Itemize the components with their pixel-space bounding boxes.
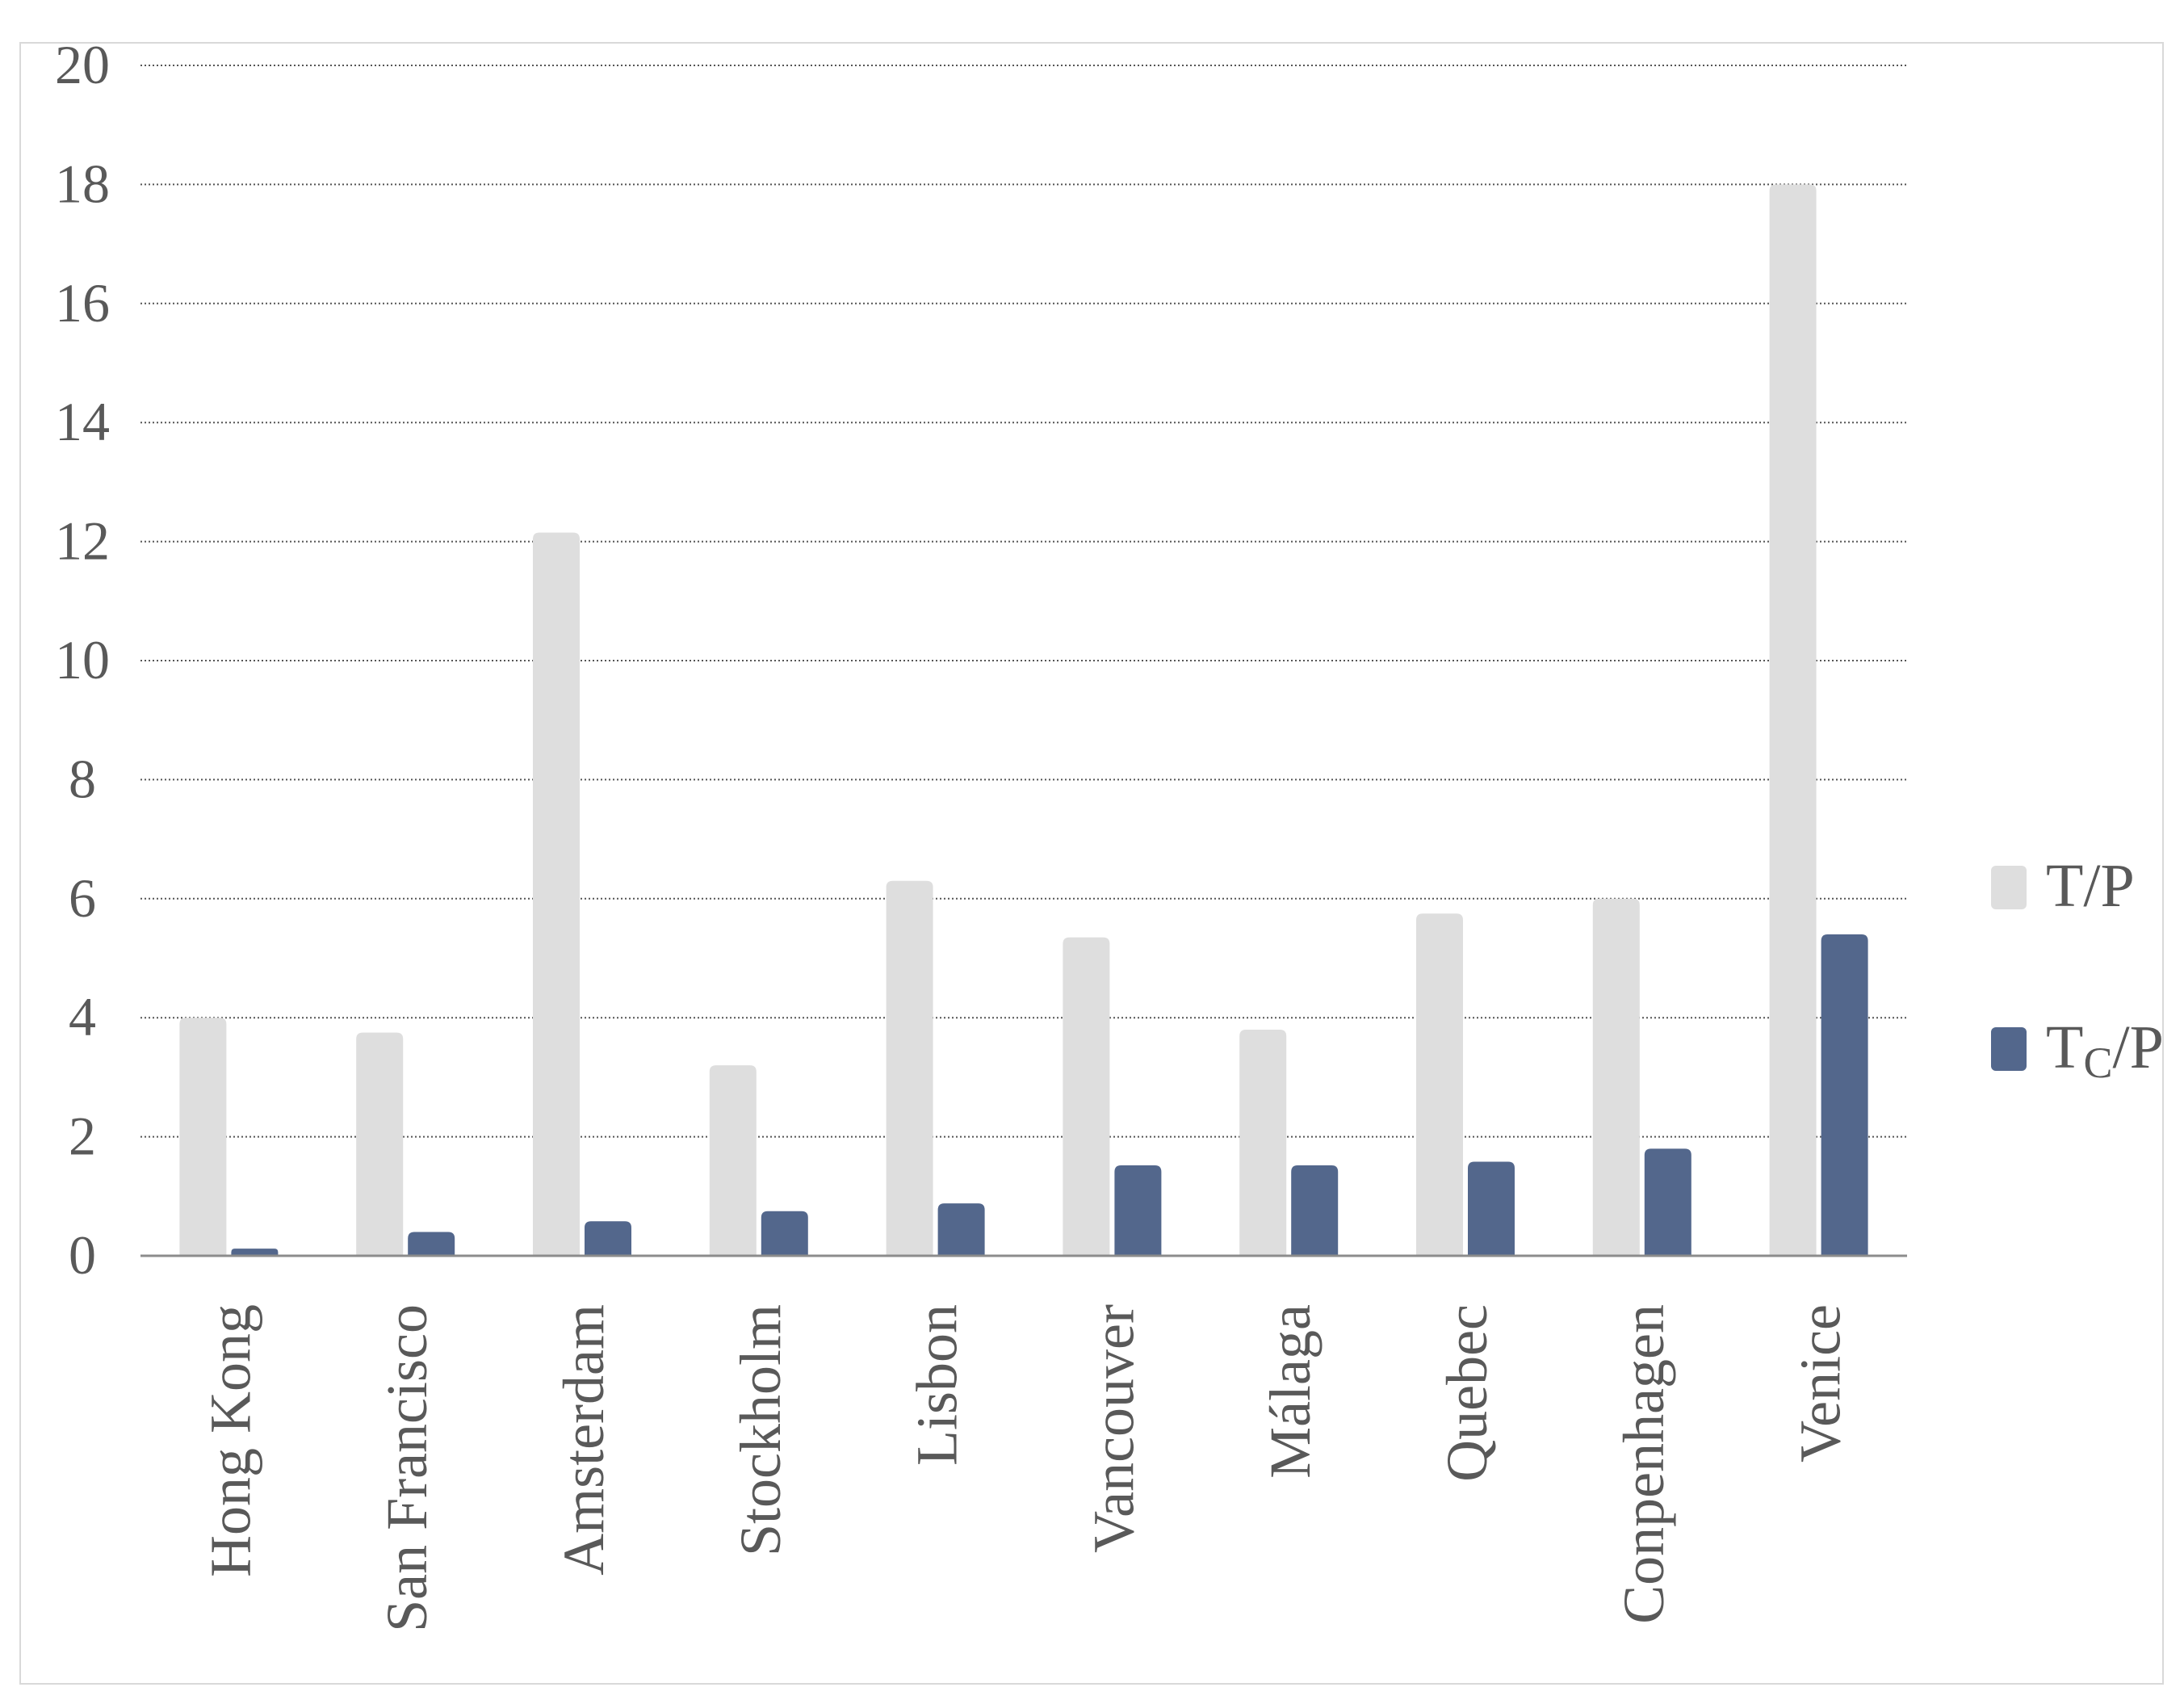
y-tick-label: 0 <box>69 1224 96 1286</box>
x-category-label: Conpenhagen <box>1612 1304 1676 1624</box>
bar-t-p-venice <box>1769 184 1817 1256</box>
legend-swatch-t-p <box>1991 866 2027 909</box>
bar-t-p-conpenhagen <box>1592 898 1640 1256</box>
y-tick-label: 16 <box>55 272 110 334</box>
bar-t-p-stockholm <box>709 1065 757 1256</box>
bar-t-p-amsterdam <box>533 532 580 1256</box>
bar-tc-p-san-francisco <box>408 1232 455 1256</box>
x-category-label: Lisbon <box>905 1304 970 1466</box>
y-axis-ticks: 0 2 4 6 8 10 12 14 16 18 20 <box>55 44 110 1286</box>
x-axis-categories: Hong Kong San Francisco Amsterdam Stockholm… <box>198 1304 1852 1632</box>
y-tick-label: 14 <box>55 391 110 452</box>
bar-chart: 0 2 4 6 8 10 12 14 16 18 20 Hong Kong San Francisco… <box>55 44 2164 1632</box>
legend-label-tc-p: TC/P <box>2046 1014 2164 1087</box>
bar-tc-p-conpenhagen <box>1644 1148 1691 1256</box>
x-category-label: Málaga <box>1258 1304 1323 1479</box>
y-tick-label: 12 <box>55 510 110 572</box>
x-category-label: Quebec <box>1435 1304 1499 1482</box>
bar-tc-p-venice <box>1821 934 1868 1256</box>
x-category-label: Vancouver <box>1081 1304 1146 1553</box>
legend-label-tc-p-main: T <box>2046 1014 2083 1081</box>
chart-frame: 0 2 4 6 8 10 12 14 16 18 20 Hong Kong San Francisco… <box>19 42 2164 1685</box>
bar-tc-p-amsterdam <box>585 1221 631 1256</box>
bar-tc-p-stockholm <box>761 1211 808 1256</box>
legend-label-tc-p-tail: /P <box>2112 1014 2163 1081</box>
x-category-label: San Francisco <box>375 1304 439 1632</box>
bars <box>179 184 1868 1256</box>
legend-label-t-p: T/P <box>2046 852 2135 920</box>
y-tick-label: 4 <box>69 986 96 1047</box>
bar-t-p-lisbon <box>886 880 933 1256</box>
bar-tc-p-lisbon <box>937 1203 985 1256</box>
bar-tc-p-m-laga <box>1291 1165 1339 1256</box>
y-tick-label: 18 <box>55 153 110 214</box>
bar-t-p-m-laga <box>1239 1029 1287 1256</box>
y-tick-label: 20 <box>55 44 110 95</box>
bar-t-p-hong-kong <box>179 1018 227 1256</box>
y-tick-label: 6 <box>69 867 96 929</box>
x-category-label: Stockholm <box>728 1304 793 1556</box>
gridlines <box>140 65 1907 1138</box>
y-tick-label: 10 <box>55 629 110 690</box>
y-tick-label: 2 <box>69 1106 96 1167</box>
bar-tc-p-vancouver <box>1114 1165 1162 1256</box>
bar-tc-p-quebec <box>1468 1161 1515 1256</box>
legend-label-tc-p-sub: C <box>2083 1039 2112 1087</box>
bar-t-p-vancouver <box>1063 937 1110 1256</box>
x-category-label: Hong Kong <box>198 1304 262 1577</box>
bar-t-p-quebec <box>1416 913 1463 1256</box>
bar-tc-p-hong-kong <box>231 1249 279 1256</box>
legend-item-tc-p: TC/P <box>1991 1014 2164 1087</box>
legend-swatch-tc-p <box>1991 1027 2027 1071</box>
x-category-label: Venice <box>1788 1304 1853 1463</box>
y-tick-label: 8 <box>69 748 96 809</box>
legend-item-t-p: T/P <box>1991 852 2135 920</box>
x-category-label: Amsterdam <box>551 1304 616 1576</box>
legend: T/P TC/P <box>1991 852 2164 1087</box>
bar-t-p-san-francisco <box>356 1032 404 1256</box>
